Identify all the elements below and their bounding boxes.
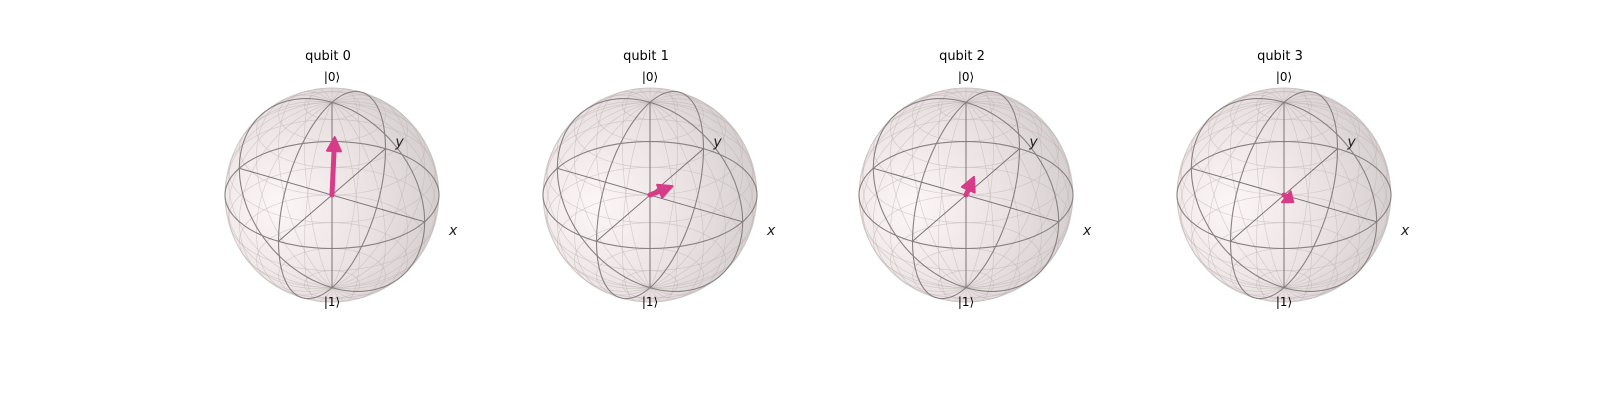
ket-zero-label: |0⟩ xyxy=(324,70,340,84)
qubit-title: qubit 1 xyxy=(623,49,669,64)
y-axis-label: y xyxy=(394,135,404,151)
ket-zero-label: |0⟩ xyxy=(1276,70,1292,84)
bloch-sphere-qubit-1: qubit 1 |0⟩ |1⟩ x y xyxy=(542,49,776,309)
ket-one-label: |1⟩ xyxy=(324,295,340,309)
ket-zero-label: |0⟩ xyxy=(642,70,658,84)
state-vector-arrowhead xyxy=(326,136,342,153)
state-vector-shaft xyxy=(647,188,663,198)
bloch-sphere-qubit-2: qubit 2 |0⟩ |1⟩ x y xyxy=(858,49,1092,309)
x-axis-label: x xyxy=(766,223,776,239)
y-axis-label: y xyxy=(712,135,722,151)
qubit-title: qubit 2 xyxy=(939,49,985,64)
x-axis-label: x xyxy=(1082,223,1092,239)
ket-one-label: |1⟩ xyxy=(642,295,658,309)
qubit-title: qubit 0 xyxy=(305,49,351,64)
ket-one-label: |1⟩ xyxy=(1276,295,1292,309)
state-vector-arrowhead xyxy=(1281,190,1295,204)
bloch-sphere-qubit-0: qubit 0 |0⟩ |1⟩ x y xyxy=(224,49,458,309)
qubit-title: qubit 3 xyxy=(1257,49,1303,64)
y-axis-label: y xyxy=(1346,135,1356,151)
ket-one-label: |1⟩ xyxy=(958,295,974,309)
y-axis-label: y xyxy=(1028,135,1038,151)
x-axis-label: x xyxy=(448,223,458,239)
ket-zero-label: |0⟩ xyxy=(958,70,974,84)
x-axis-label: x xyxy=(1400,223,1410,239)
state-vector-arrowhead xyxy=(960,175,976,194)
state-vector-shaft xyxy=(329,148,337,198)
state-vector-arrowhead xyxy=(656,183,674,199)
bloch-sphere-qubit-3: qubit 3 |0⟩ |1⟩ x y xyxy=(1176,49,1410,309)
